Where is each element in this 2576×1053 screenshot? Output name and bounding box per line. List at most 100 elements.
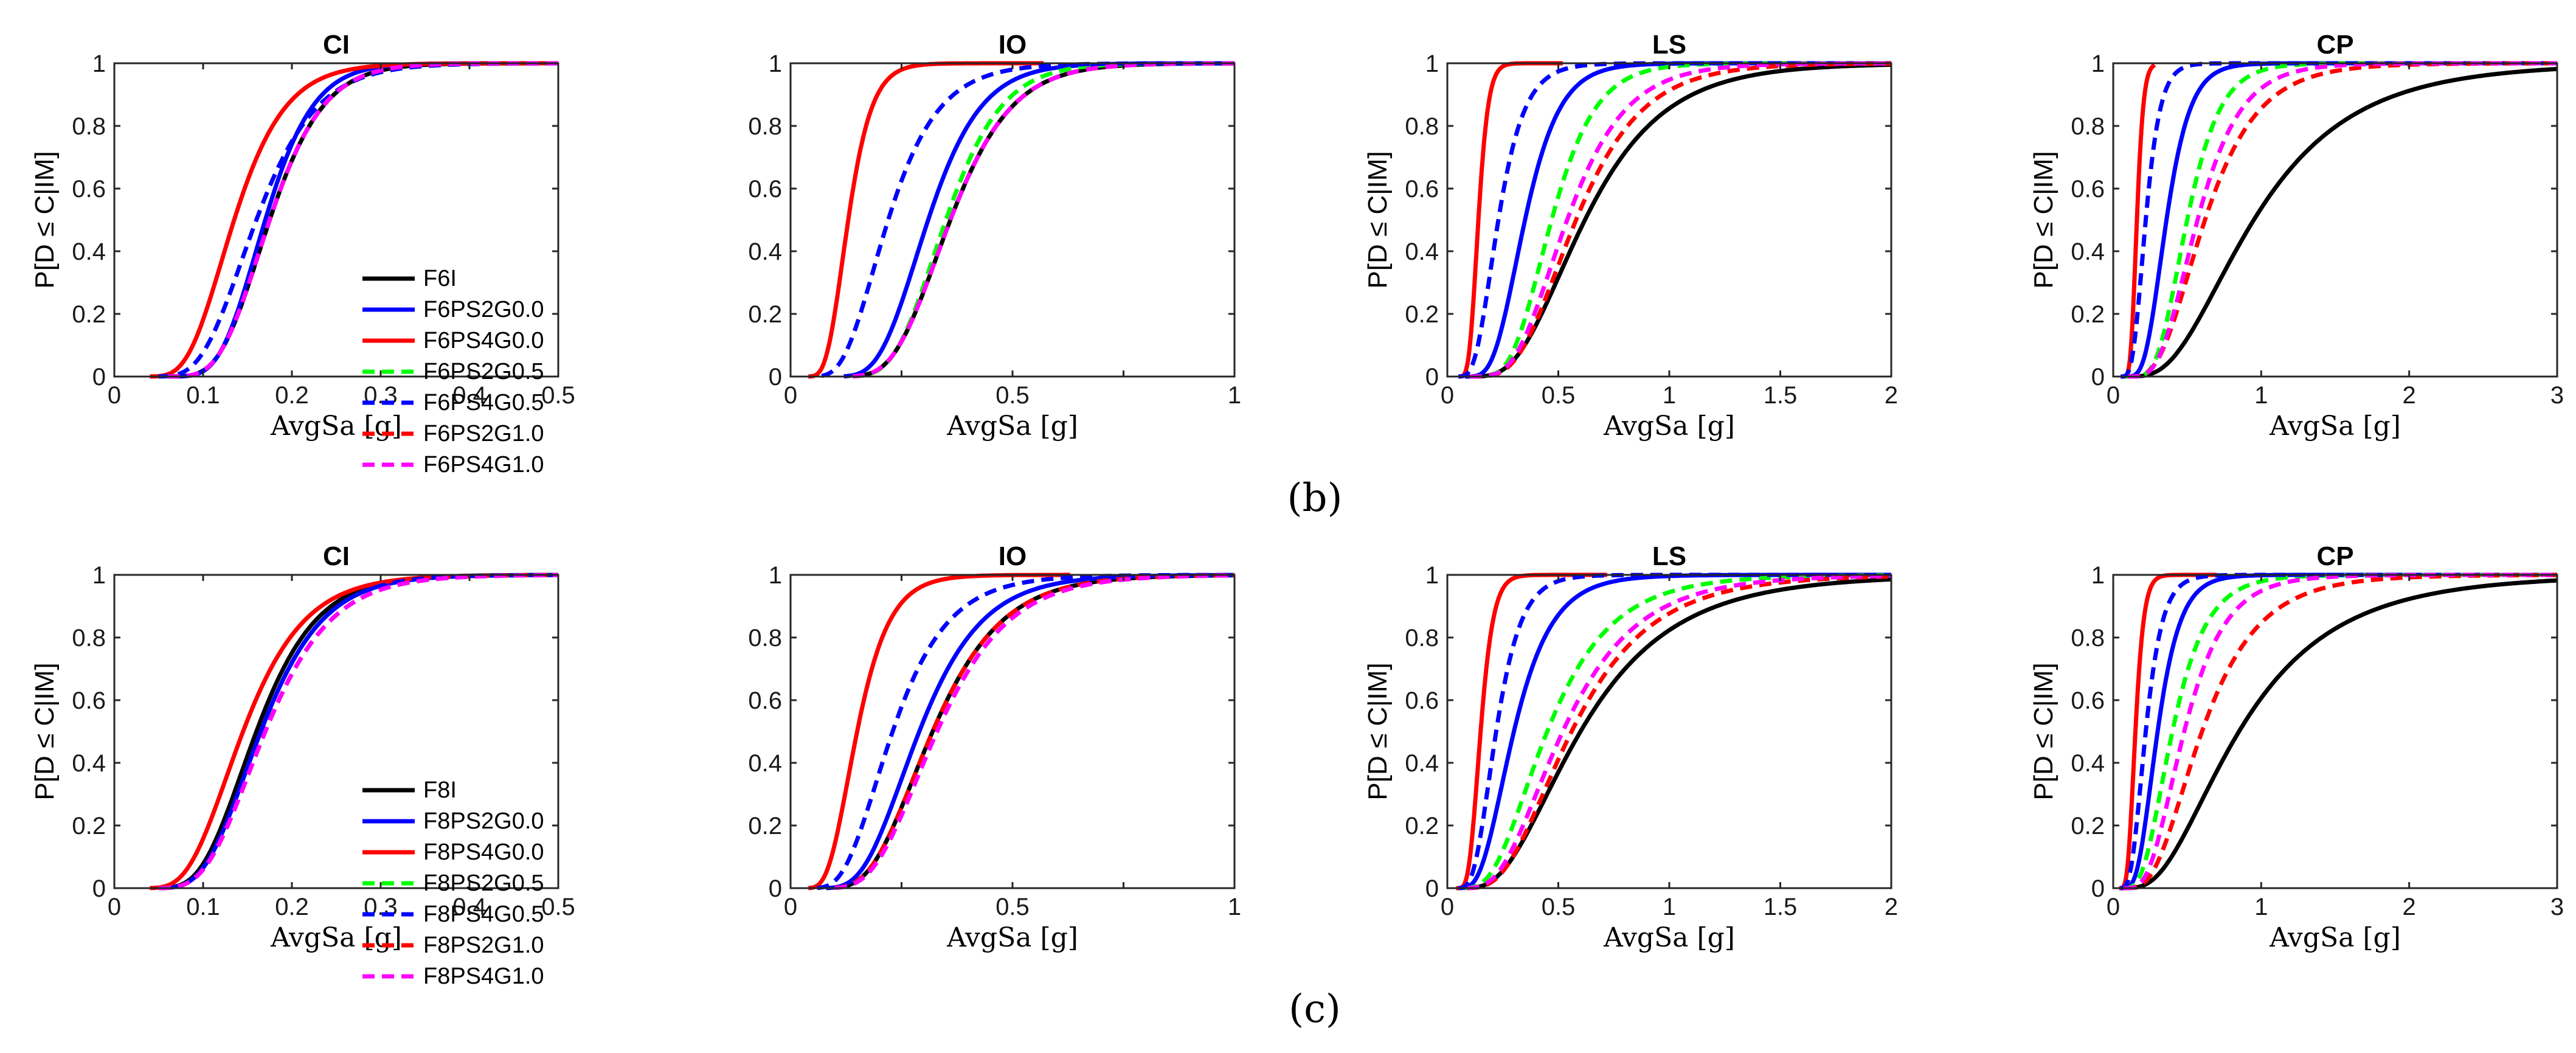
y-tick-label: 0.8 xyxy=(748,625,782,652)
x-tick-label: 2 xyxy=(1885,382,1898,409)
x-axis-label: AvgSa [g] xyxy=(270,922,402,953)
y-axis-label: P[D ≤ C|IM] xyxy=(1363,662,1393,800)
series-line-f8ps2g1-0 xyxy=(2124,572,2558,891)
series-line-f8ps4g1-0 xyxy=(834,573,1235,891)
chart-title: CP xyxy=(2316,30,2353,60)
y-tick-label: 1 xyxy=(1425,50,1439,77)
y-tick-label: 0 xyxy=(769,875,782,902)
y-tick-label: 0.2 xyxy=(1405,301,1439,328)
x-axis-label: AvgSa [g] xyxy=(1603,922,1735,953)
legend-label: F6PS2G0.0 xyxy=(423,297,544,322)
x-tick-label: 0.5 xyxy=(541,894,575,920)
y-tick-label: 1 xyxy=(2091,50,2105,77)
y-tick-label: 0.8 xyxy=(1405,625,1439,652)
legend-label: F8PS4G0.5 xyxy=(423,902,544,927)
y-tick-label: 0.8 xyxy=(748,113,782,140)
y-tick-label: 1 xyxy=(92,562,106,589)
axes-frame xyxy=(113,574,559,889)
x-tick-label: 3 xyxy=(2550,382,2564,409)
series-line-f8ps4g1-0 xyxy=(1467,574,1892,891)
y-tick-label: 0.6 xyxy=(748,687,782,714)
y-tick-label: 0.6 xyxy=(72,687,106,714)
legend-label: F6I xyxy=(423,266,457,291)
y-tick-label: 0.2 xyxy=(1405,813,1439,839)
x-tick-label: 0 xyxy=(108,382,121,409)
x-tick-label: 0.5 xyxy=(1542,894,1576,920)
y-tick-label: 0.2 xyxy=(2071,813,2105,839)
series-line-f6i xyxy=(1473,62,1892,379)
y-tick-label: 0.4 xyxy=(2071,238,2105,265)
y-axis-label: P[D ≤ C|IM] xyxy=(1363,151,1393,288)
y-tick-label: 0.8 xyxy=(72,625,106,652)
x-tick-label: 2 xyxy=(1885,894,1898,920)
y-tick-label: 0.4 xyxy=(2071,750,2105,777)
y-tick-label: 1 xyxy=(769,50,782,77)
legend-label: F8PS2G0.5 xyxy=(423,871,544,896)
x-tick-label: 3 xyxy=(2550,894,2564,920)
x-tick-label: 0.5 xyxy=(1542,382,1576,409)
x-tick-label: 0.1 xyxy=(186,382,220,409)
x-tick-label: 0 xyxy=(784,382,797,409)
chart-title: CI xyxy=(323,30,350,60)
x-tick-label: 0 xyxy=(108,894,121,920)
y-axis-label: P[D ≤ C|IM] xyxy=(30,662,60,800)
y-tick-label: 0.2 xyxy=(748,301,782,328)
y-tick-label: 1 xyxy=(2091,562,2105,589)
x-tick-label: 0.5 xyxy=(995,894,1030,920)
y-tick-label: 0.4 xyxy=(1405,238,1439,265)
y-axis-label: P[D ≤ C|IM] xyxy=(2029,151,2058,288)
y-tick-label: 0.4 xyxy=(72,238,106,265)
x-tick-label: 0.2 xyxy=(275,382,309,409)
y-tick-label: 0.6 xyxy=(1405,176,1439,203)
y-tick-label: 0.8 xyxy=(1405,113,1439,140)
y-tick-label: 0.2 xyxy=(2071,301,2105,328)
x-tick-label: 1 xyxy=(1663,894,1676,920)
y-tick-label: 0 xyxy=(2091,364,2105,391)
x-tick-label: 0.4 xyxy=(452,382,486,409)
chart-title: IO xyxy=(999,541,1027,571)
series-line-f6ps2g1-0 xyxy=(1469,61,1892,379)
y-tick-label: 0.6 xyxy=(1405,687,1439,714)
x-axis-label: AvgSa [g] xyxy=(946,411,1078,442)
x-tick-label: 2 xyxy=(2403,382,2416,409)
y-tick-label: 0 xyxy=(1425,875,1439,902)
y-tick-label: 0.4 xyxy=(748,750,782,777)
legend-label: F8PS4G0.0 xyxy=(423,839,544,865)
y-tick-label: 0.2 xyxy=(72,301,106,328)
legend: F6I F6PS2G0.0 F6PS4G0.0 F6PS2G0.5 F6PS4G0.5 F… xyxy=(362,266,544,478)
axes-frame xyxy=(2112,574,2558,889)
legend: F8I F8PS2G0.0 F8PS4G0.0 F8PS2G0.5 F8PS4G0.5 F… xyxy=(362,777,544,989)
legend-label: F6PS4G0.5 xyxy=(423,390,544,415)
y-tick-label: 0.4 xyxy=(748,238,782,265)
y-tick-label: 0.6 xyxy=(2071,176,2105,203)
series-line-f8i xyxy=(2130,578,2558,891)
y-tick-label: 1 xyxy=(92,50,106,77)
plot-area xyxy=(114,63,558,377)
y-tick-label: 1 xyxy=(1425,562,1439,589)
y-tick-label: 0.4 xyxy=(72,750,106,777)
x-tick-label: 0.1 xyxy=(186,894,220,920)
y-tick-label: 0.2 xyxy=(748,813,782,839)
chart-title: LS xyxy=(1652,30,1686,60)
panel-label-b: (b) xyxy=(1287,476,1343,521)
chart-io-b: IO 0 0.5 1 0 0.2 0.4 0.6 0.8 1 AvgSa [g] xyxy=(748,30,1241,442)
axes-frame xyxy=(113,62,559,378)
plot-area xyxy=(791,575,1234,888)
chart-title: IO xyxy=(999,30,1027,60)
x-tick-label: 0.2 xyxy=(275,894,309,920)
chart-io-c: IO 0 0.5 1 0 0.2 0.4 0.6 0.8 1 AvgSa [g] xyxy=(748,541,1241,953)
legend-label: F8PS4G1.0 xyxy=(423,964,544,989)
y-axis-label: P[D ≤ C|IM] xyxy=(30,151,60,288)
chart-title: CP xyxy=(2316,541,2353,571)
y-tick-label: 0.6 xyxy=(2071,687,2105,714)
y-tick-label: 0.8 xyxy=(2071,113,2105,140)
x-tick-label: 0 xyxy=(1441,894,1454,920)
x-tick-label: 1 xyxy=(1663,382,1676,409)
x-tick-label: 0.5 xyxy=(995,382,1030,409)
x-tick-label: 1.5 xyxy=(1764,894,1798,920)
legend-label: F6PS4G1.0 xyxy=(423,452,544,478)
